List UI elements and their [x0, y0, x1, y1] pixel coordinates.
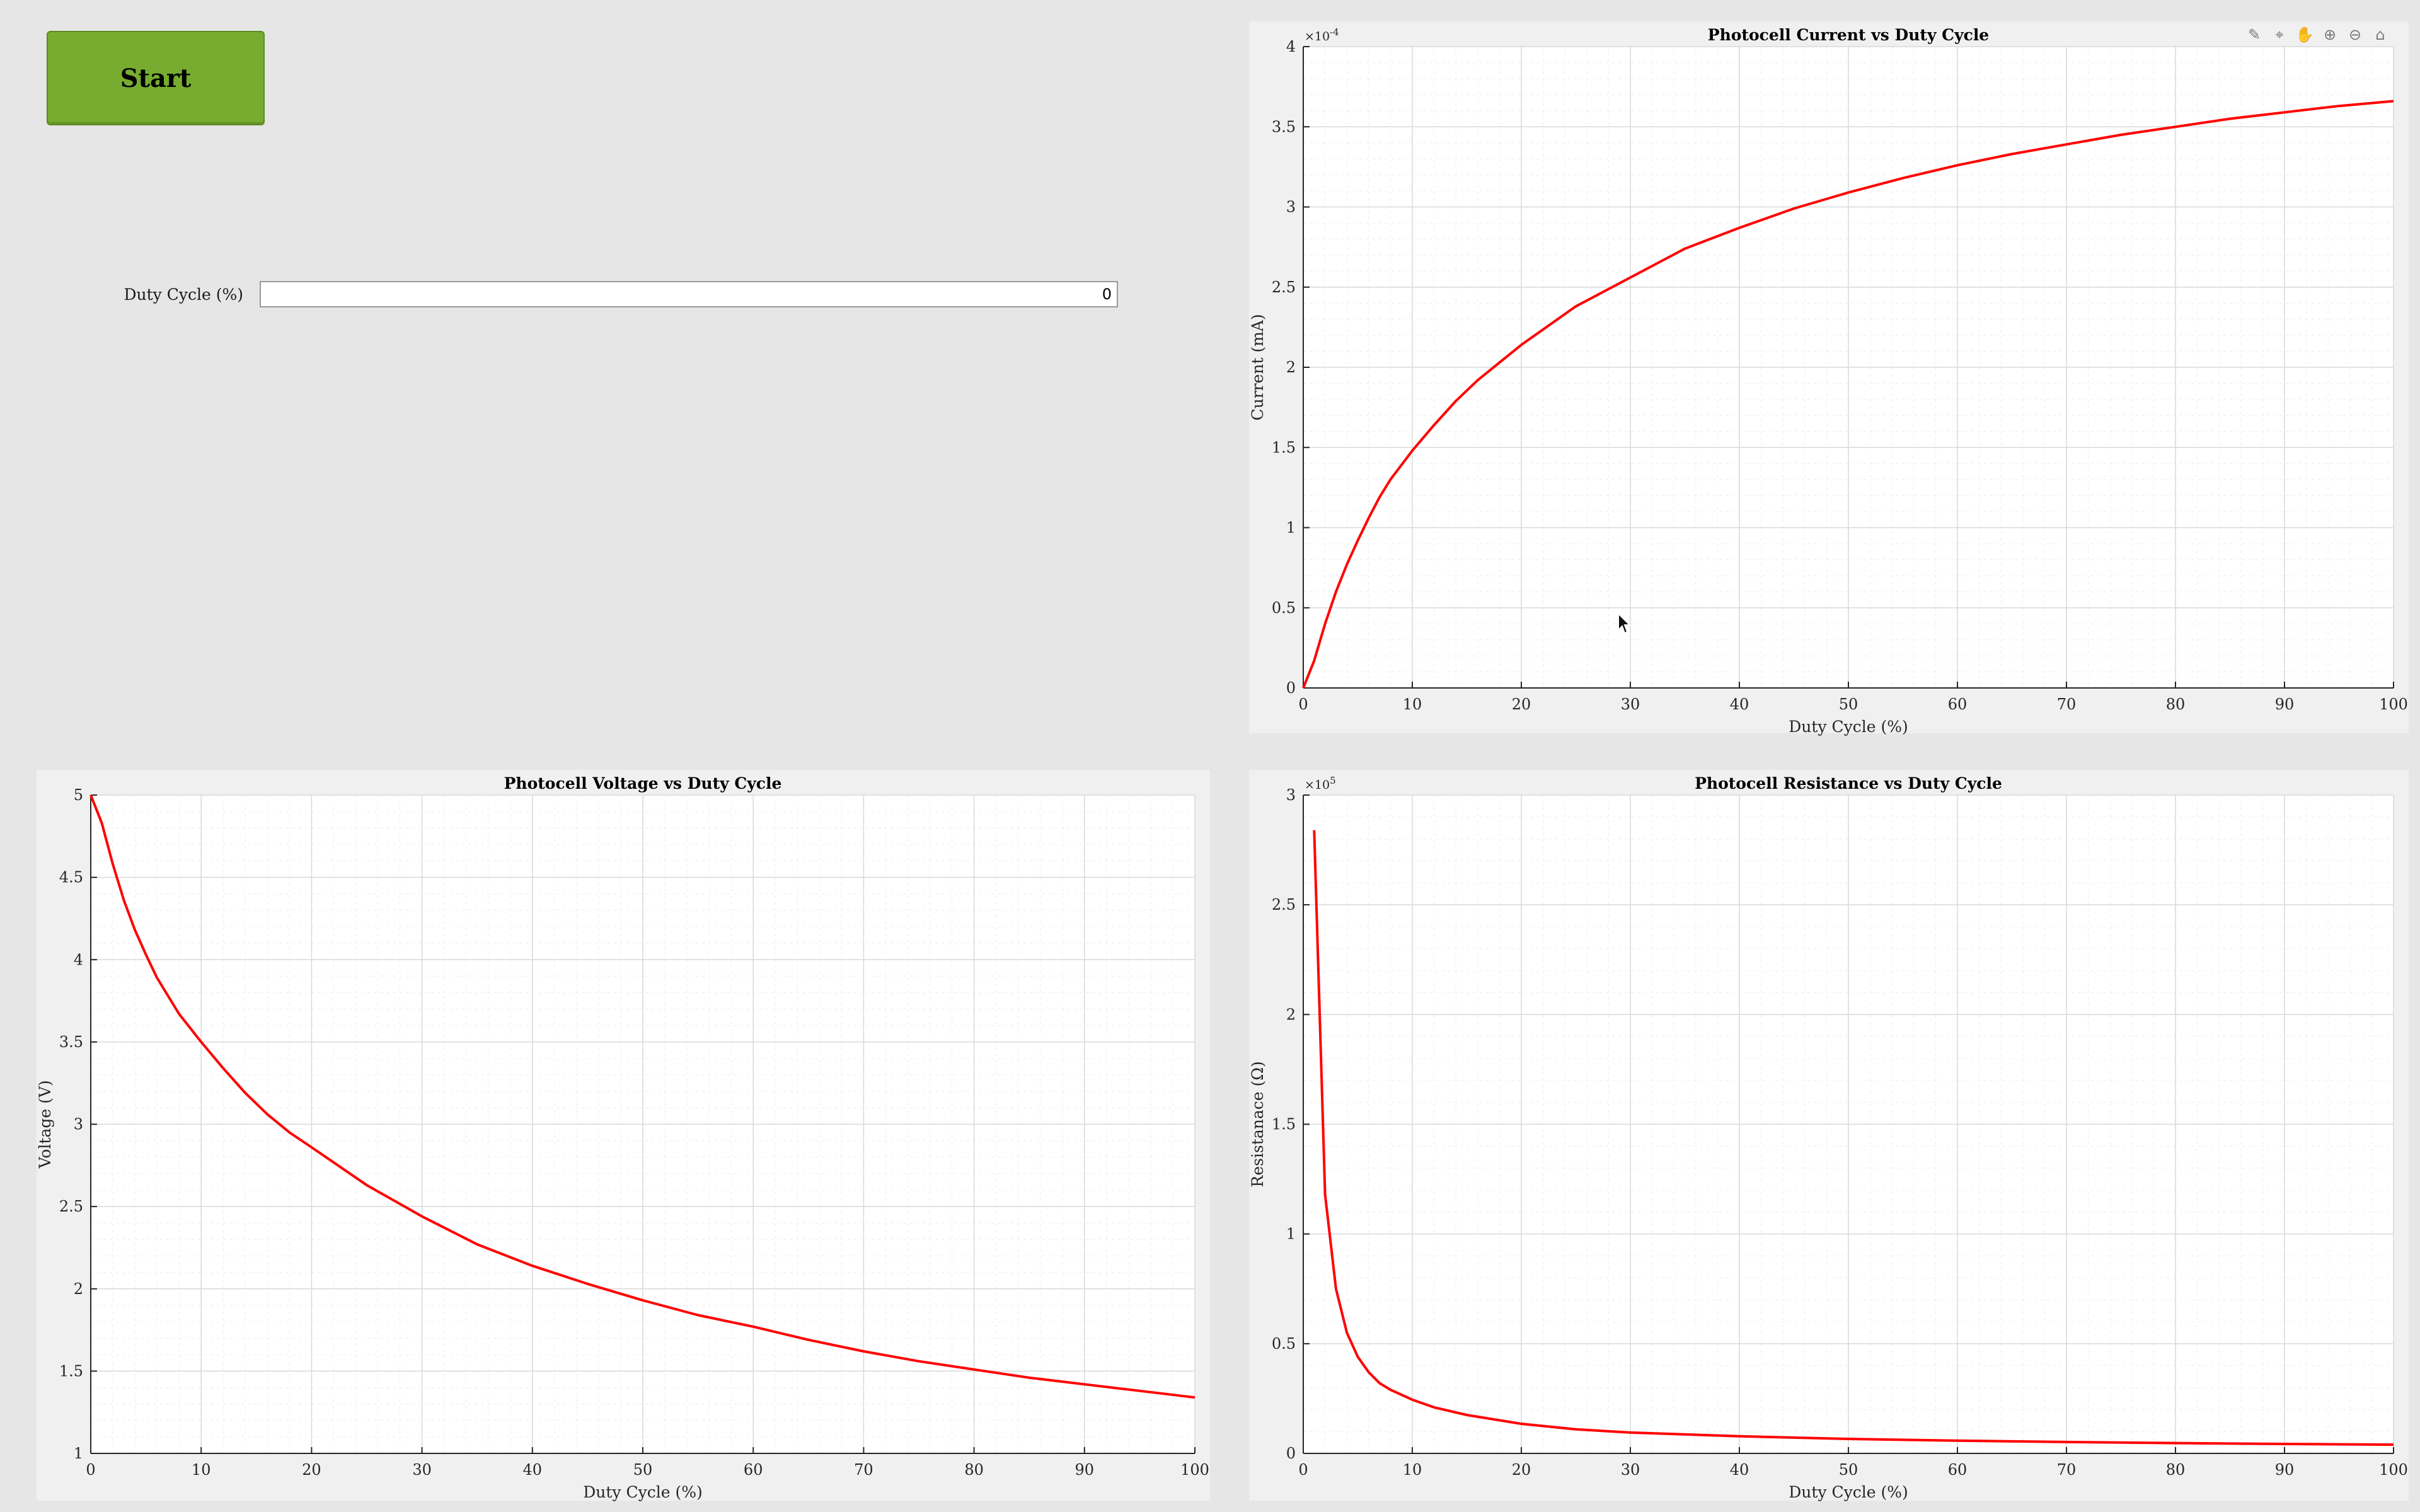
x-tick-label: 20: [1512, 696, 1531, 713]
y-tick-label: 2.5: [1272, 278, 1296, 296]
y-tick-label: 4: [74, 951, 83, 968]
chart-title: Photocell Voltage vs Duty Cycle: [504, 774, 782, 793]
y-tick-label: 0: [1286, 679, 1296, 697]
x-tick-label: 20: [302, 1461, 321, 1479]
home-icon[interactable]: ⌂: [2375, 26, 2385, 43]
x-tick-label: 30: [1621, 1461, 1640, 1479]
x-tick-label: 10: [1403, 1461, 1422, 1479]
y-tick-label: 5: [74, 786, 83, 804]
y-tick-label: 3: [1286, 198, 1296, 216]
y-tick-label: 1: [1286, 1225, 1296, 1243]
y-tick-label: 4: [1286, 38, 1296, 55]
y-tick-label: 3: [74, 1116, 83, 1133]
axis-exponent-power: -4: [1330, 26, 1339, 38]
y-tick-label: 2: [74, 1280, 83, 1298]
x-tick-label: 80: [2166, 1461, 2186, 1479]
current-chart-panel: 0 10 20 30 40 50 60 70 80 90 100 0 0.5 1 1.5 2 2.5 3 3.5 4 ×…: [1248, 21, 2409, 736]
start-button[interactable]: Start: [47, 31, 265, 125]
x-axis-label: Duty Cycle (%): [1789, 718, 1908, 736]
x-tick-label: 70: [2057, 696, 2077, 713]
mouse-pointer-icon: [1618, 612, 1631, 634]
y-axis-label: Resistanace (Ω): [1248, 1061, 1267, 1187]
x-tick-label: 20: [1512, 1461, 1531, 1479]
x-tick-label: 40: [1730, 1461, 1749, 1479]
y-tick-label: 1.5: [1272, 1116, 1296, 1133]
resistance-chart-panel: 0 10 20 30 40 50 60 70 80 90 100 0 0.5 1 1.5 2 2.5 3 ×105 P…: [1248, 770, 2409, 1501]
chart-title: Photocell Current vs Duty Cycle: [1708, 26, 1989, 44]
duty-cycle-field[interactable]: [260, 281, 1118, 307]
y-axis-label: Voltage (V): [36, 1080, 54, 1169]
duty-cycle-label: Duty Cycle (%): [124, 285, 243, 304]
series-line[interactable]: [1302, 100, 2394, 689]
x-tick-label: 90: [1075, 1461, 1095, 1479]
x-tick-label: 10: [192, 1461, 211, 1479]
chart-title: Photocell Resistance vs Duty Cycle: [1695, 774, 2002, 793]
current-chart[interactable]: 0 10 20 30 40 50 60 70 80 90 100 0 0.5 1 1.5 2 2.5 3 3.5 4 ×…: [1248, 21, 2409, 736]
axis-exponent: ×10-4: [1305, 26, 1339, 43]
y-tick-label: 1: [74, 1445, 83, 1462]
x-tick-label: 80: [2166, 696, 2186, 713]
x-tick-label: 40: [523, 1461, 543, 1479]
x-tick-label: 0: [1298, 1461, 1308, 1479]
y-tick-label: 4.5: [59, 869, 83, 886]
x-tick-label: 30: [1621, 696, 1640, 713]
axes-toolbar: ✎ ⌖ ✋ ⊕ ⊖ ⌂: [2244, 24, 2391, 45]
series-line[interactable]: [1313, 830, 2394, 1446]
pan-icon[interactable]: ✋: [2295, 26, 2314, 43]
y-tick-label: 0: [1286, 1445, 1296, 1462]
x-tick-label: 50: [633, 1461, 653, 1479]
x-tick-label: 70: [854, 1461, 873, 1479]
x-tick-label: 0: [1298, 696, 1308, 713]
y-tick-label: 1.5: [1272, 438, 1296, 456]
x-tick-label: 100: [1180, 1461, 1209, 1479]
x-tick-label: 100: [2379, 696, 2408, 713]
resistance-chart[interactable]: 0 10 20 30 40 50 60 70 80 90 100 0 0.5 1 1.5 2 2.5 3 ×105 P…: [1248, 770, 2409, 1501]
x-tick-label: 60: [744, 1461, 763, 1479]
brush-icon[interactable]: ✎: [2247, 26, 2261, 43]
y-tick-label: 0.5: [1272, 1335, 1296, 1353]
axis-exponent: ×105: [1305, 775, 1336, 792]
y-tick-label: 3.5: [59, 1033, 83, 1051]
voltage-chart-panel: 0 10 20 30 40 50 60 70 80 90 100 1 1.5 2 2.5 3 3.5 4 4.5 5 P…: [36, 770, 1210, 1501]
x-tick-label: 100: [2379, 1461, 2408, 1479]
voltage-chart[interactable]: 0 10 20 30 40 50 60 70 80 90 100 1 1.5 2 2.5 3 3.5 4 4.5 5 P…: [36, 770, 1210, 1501]
x-tick-label: 50: [1839, 696, 1858, 713]
data-tips-icon[interactable]: ⌖: [2275, 26, 2284, 43]
y-tick-label: 3.5: [1272, 118, 1296, 135]
y-tick-label: 2: [1286, 358, 1296, 376]
y-tick-label: 2.5: [1272, 896, 1296, 914]
x-tick-label: 90: [2275, 1461, 2295, 1479]
x-axis-label: Duty Cycle (%): [583, 1483, 703, 1501]
x-tick-label: 10: [1403, 696, 1422, 713]
x-tick-label: 0: [86, 1461, 95, 1479]
x-tick-label: 60: [1948, 1461, 1968, 1479]
x-tick-label: 60: [1948, 696, 1968, 713]
y-tick-label: 2.5: [59, 1198, 83, 1215]
x-tick-label: 70: [2057, 1461, 2077, 1479]
y-tick-label: 2: [1286, 1005, 1296, 1023]
x-tick-label: 30: [412, 1461, 432, 1479]
x-tick-label: 90: [2275, 696, 2295, 713]
y-axis-label: Current (mA): [1248, 314, 1267, 420]
y-tick-label: 3: [1286, 786, 1296, 804]
zoom-out-icon[interactable]: ⊖: [2348, 26, 2362, 43]
y-tick-label: 1: [1286, 519, 1296, 537]
x-tick-label: 50: [1839, 1461, 1858, 1479]
y-tick-label: 1.5: [59, 1362, 83, 1380]
zoom-in-icon[interactable]: ⊕: [2323, 26, 2337, 43]
axis-exponent-power: 5: [1330, 775, 1336, 786]
series-line[interactable]: [89, 794, 1196, 1399]
x-tick-label: 40: [1730, 696, 1749, 713]
y-tick-label: 0.5: [1272, 599, 1296, 617]
x-axis-label: Duty Cycle (%): [1789, 1483, 1908, 1501]
x-tick-label: 80: [964, 1461, 984, 1479]
